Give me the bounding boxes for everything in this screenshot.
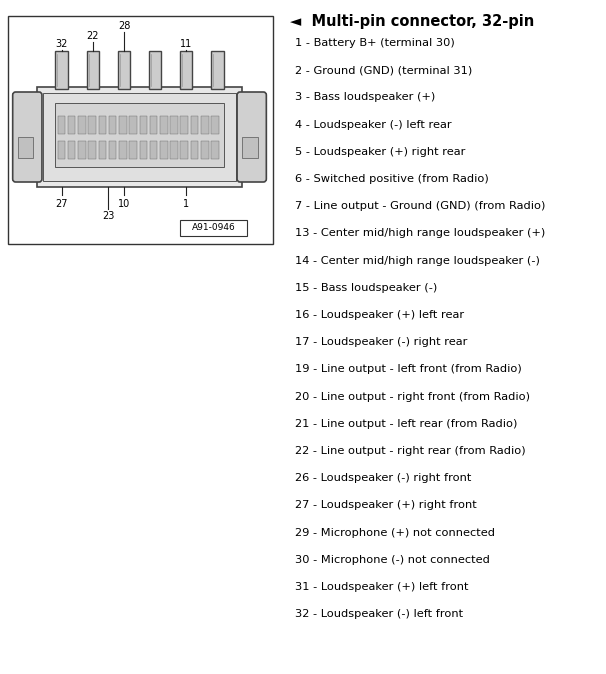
Bar	[88, 116, 96, 133]
Text: 23: 23	[102, 211, 115, 221]
Bar	[211, 116, 219, 133]
Text: 32: 32	[56, 39, 68, 49]
Bar	[139, 116, 147, 133]
Bar	[181, 220, 247, 236]
Bar	[170, 116, 178, 133]
Text: 14 - Center mid/high range loudspeaker (-): 14 - Center mid/high range loudspeaker (…	[295, 255, 539, 266]
Text: 17 - Loudspeaker (-) right rear: 17 - Loudspeaker (-) right rear	[295, 337, 467, 347]
Text: 1: 1	[183, 199, 189, 209]
Text: 19 - Line output - left front (from Radio): 19 - Line output - left front (from Radi…	[295, 365, 521, 374]
Bar	[191, 116, 198, 133]
Bar	[88, 142, 96, 159]
Bar	[68, 116, 76, 133]
Text: 27 - Loudspeaker (+) right front: 27 - Loudspeaker (+) right front	[295, 500, 476, 510]
Text: 26 - Loudspeaker (-) right front: 26 - Loudspeaker (-) right front	[295, 473, 471, 483]
Bar	[58, 142, 65, 159]
Bar	[242, 137, 258, 158]
Bar	[181, 142, 188, 159]
Bar	[211, 51, 224, 89]
Text: 20 - Line output - right front (from Radio): 20 - Line output - right front (from Rad…	[295, 392, 530, 402]
Text: A91-0946: A91-0946	[191, 224, 236, 233]
Bar	[43, 93, 236, 181]
Bar	[119, 142, 127, 159]
Bar	[139, 142, 147, 159]
Text: 7 - Line output - Ground (GND) (from Radio): 7 - Line output - Ground (GND) (from Rad…	[295, 202, 545, 211]
Bar	[8, 16, 273, 244]
Text: 21 - Line output - left rear (from Radio): 21 - Line output - left rear (from Radio…	[295, 419, 517, 429]
Bar	[78, 116, 85, 133]
Text: 22: 22	[87, 31, 99, 41]
Bar	[129, 116, 137, 133]
Text: 13 - Center mid/high range loudspeaker (+): 13 - Center mid/high range loudspeaker (…	[295, 228, 545, 239]
Bar	[58, 116, 65, 133]
Bar	[170, 142, 178, 159]
Text: 2 - Ground (GND) (terminal 31): 2 - Ground (GND) (terminal 31)	[295, 65, 472, 75]
Bar	[56, 51, 68, 89]
Bar	[160, 142, 168, 159]
Bar	[211, 142, 219, 159]
Bar	[148, 51, 161, 89]
Bar	[78, 142, 85, 159]
Bar	[191, 142, 198, 159]
Text: 27: 27	[56, 199, 68, 209]
Bar	[109, 142, 116, 159]
Bar	[201, 142, 208, 159]
Bar	[201, 116, 208, 133]
Bar	[109, 116, 116, 133]
Text: 10: 10	[118, 199, 130, 209]
Bar	[129, 142, 137, 159]
Bar	[18, 137, 33, 158]
Bar	[150, 142, 158, 159]
Bar	[55, 103, 224, 167]
Text: 22 - Line output - right rear (from Radio): 22 - Line output - right rear (from Radi…	[295, 446, 525, 456]
Text: 4 - Loudspeaker (-) left rear: 4 - Loudspeaker (-) left rear	[295, 119, 451, 129]
Text: 31 - Loudspeaker (+) left front: 31 - Loudspeaker (+) left front	[295, 582, 468, 592]
Bar	[99, 142, 106, 159]
Bar	[160, 116, 168, 133]
Bar	[87, 51, 99, 89]
Text: 28: 28	[118, 21, 130, 31]
Text: 15 - Bass loudspeaker (-): 15 - Bass loudspeaker (-)	[295, 283, 437, 293]
Text: 5 - Loudspeaker (+) right rear: 5 - Loudspeaker (+) right rear	[295, 147, 465, 157]
Bar	[181, 116, 188, 133]
Text: 30 - Microphone (-) not connected: 30 - Microphone (-) not connected	[295, 555, 490, 565]
Text: 3 - Bass loudspeaker (+): 3 - Bass loudspeaker (+)	[295, 92, 435, 102]
Text: 16 - Loudspeaker (+) left rear: 16 - Loudspeaker (+) left rear	[295, 310, 464, 320]
Text: 11: 11	[180, 39, 192, 49]
Text: ◄  Multi-pin connector, 32-pin: ◄ Multi-pin connector, 32-pin	[290, 14, 534, 29]
Bar	[37, 87, 242, 187]
FancyBboxPatch shape	[237, 92, 267, 182]
Bar	[118, 51, 130, 89]
Bar	[68, 142, 76, 159]
FancyBboxPatch shape	[13, 92, 42, 182]
Bar	[150, 116, 158, 133]
Bar	[180, 51, 193, 89]
Text: 32 - Loudspeaker (-) left front: 32 - Loudspeaker (-) left front	[295, 609, 463, 619]
Bar	[119, 116, 127, 133]
Text: 1 - Battery B+ (terminal 30): 1 - Battery B+ (terminal 30)	[295, 38, 454, 48]
Bar	[99, 116, 106, 133]
Text: 29 - Microphone (+) not connected: 29 - Microphone (+) not connected	[295, 528, 494, 538]
Text: 6 - Switched positive (from Radio): 6 - Switched positive (from Radio)	[295, 174, 488, 184]
